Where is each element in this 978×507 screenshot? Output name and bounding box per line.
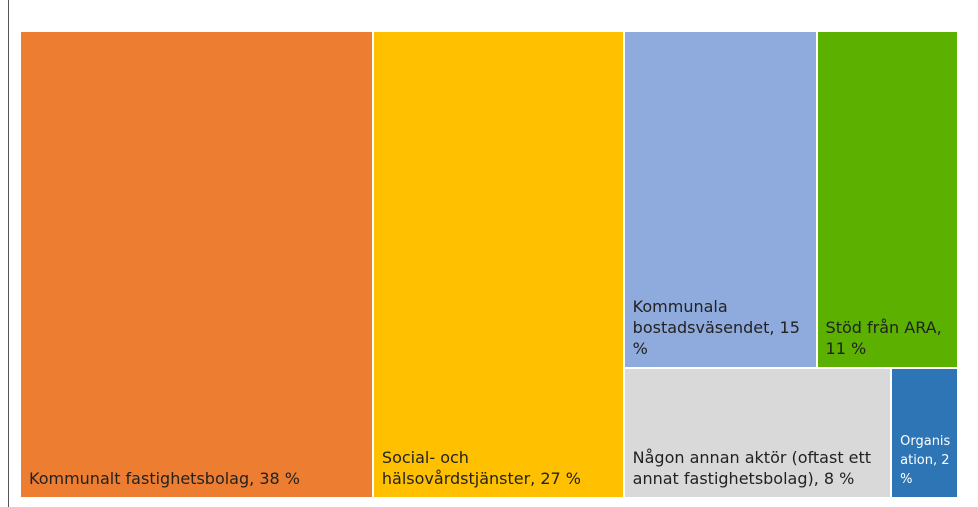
axis-line <box>8 0 9 507</box>
tile: Någon annan aktör (oftast ett annat fast… <box>623 368 892 498</box>
data-label: Organisation, 2 % <box>900 433 951 487</box>
data-label: Kommunala bostadsväsendet, 15 % <box>632 297 800 359</box>
data-label: Kommunalt fastighetsbolag, 38 % <box>29 469 300 488</box>
tile: Stöd från ARA, 11 % <box>816 31 958 369</box>
data-label: Någon annan aktör (oftast ett annat fast… <box>632 447 872 488</box>
tile: Kommunala bostadsväsendet, 15 % <box>623 31 817 369</box>
tile: Organisation, 2 % <box>891 368 958 498</box>
data-label: Social- och hälsovårdstjänster, 27 % <box>381 448 581 488</box>
tile: Kommunalt fastighetsbolag, 38 % <box>20 31 373 498</box>
tile: Social- och hälsovårdstjänster, 27 % <box>372 31 624 498</box>
data-label: Stöd från ARA, 11 % <box>825 318 942 359</box>
